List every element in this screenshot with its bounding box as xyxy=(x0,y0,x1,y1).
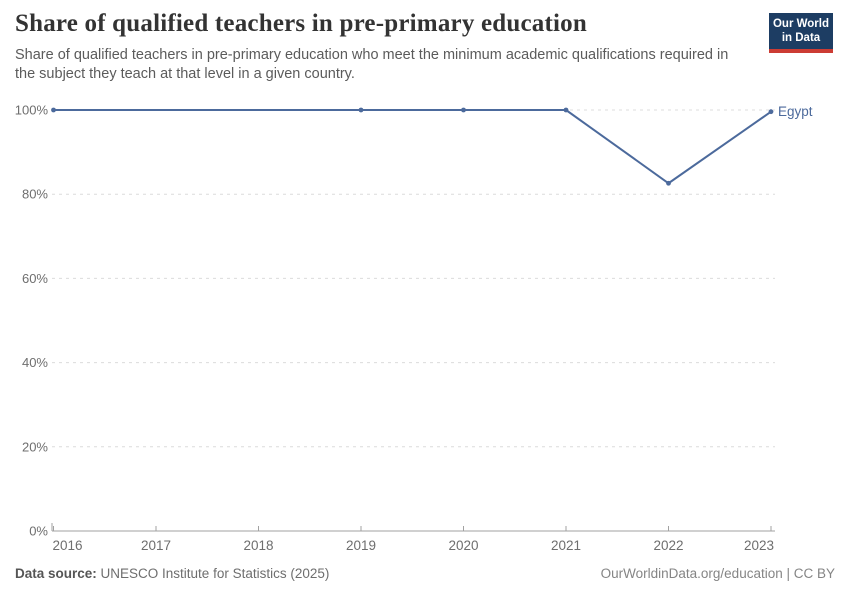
data-point xyxy=(461,107,466,113)
x-tick-label: 2023 xyxy=(744,538,774,553)
x-tick-label: 2021 xyxy=(551,538,581,553)
owid-logo[interactable]: Our World in Data xyxy=(769,13,833,54)
y-tick-label: 0% xyxy=(29,524,48,539)
x-tick-label: 2020 xyxy=(448,538,478,553)
footer-link[interactable]: OurWorldinData.org/education | CC BY xyxy=(600,566,835,581)
y-tick-label: 100% xyxy=(15,103,49,118)
x-tick-label: 2022 xyxy=(653,538,683,553)
data-point xyxy=(51,107,56,113)
series-line-egypt xyxy=(52,109,772,185)
y-tick-label: 40% xyxy=(22,355,48,370)
chart-footer: Data source: UNESCO Institute for Statis… xyxy=(15,566,835,581)
data-source: Data source: UNESCO Institute for Statis… xyxy=(15,566,329,581)
chart-header: Share of qualified teachers in pre-prima… xyxy=(15,10,750,84)
owid-logo-line1: Our World xyxy=(772,18,829,30)
data-point xyxy=(358,107,364,113)
y-tick-label: 20% xyxy=(22,439,48,454)
x-tick-label: 2016 xyxy=(53,538,83,553)
data-point xyxy=(666,180,671,186)
x-tick-label: 2017 xyxy=(141,538,171,553)
x-tick-label: 2018 xyxy=(243,538,273,553)
data-point xyxy=(563,107,569,113)
chart-title: Share of qualified teachers in pre-prima… xyxy=(15,10,587,37)
series-end-label: Egypt xyxy=(778,104,813,119)
chart-subtitle: Share of qualified teachers in pre-prima… xyxy=(15,47,729,82)
y-tick-label: 60% xyxy=(22,271,48,286)
data-source-label: Data source: xyxy=(15,566,97,581)
x-tick-label: 2019 xyxy=(346,538,376,553)
y-tick-label: 80% xyxy=(22,187,48,202)
data-point xyxy=(768,109,774,115)
owid-logo-line2: in Data xyxy=(781,31,821,44)
data-source-text: UNESCO Institute for Statistics (2025) xyxy=(96,566,330,581)
